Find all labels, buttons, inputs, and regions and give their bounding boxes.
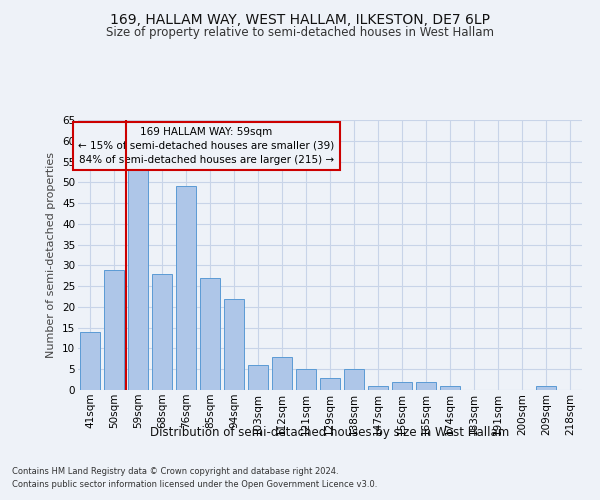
Bar: [200, 278, 220, 390]
Bar: [176, 186, 196, 390]
Text: Distribution of semi-detached houses by size in West Hallam: Distribution of semi-detached houses by …: [151, 426, 509, 439]
Bar: [392, 382, 412, 390]
Text: Contains public sector information licensed under the Open Government Licence v3: Contains public sector information licen…: [12, 480, 377, 489]
Bar: [224, 298, 244, 390]
Text: 169 HALLAM WAY: 59sqm
← 15% of semi-detached houses are smaller (39)
84% of semi: 169 HALLAM WAY: 59sqm ← 15% of semi-deta…: [79, 126, 335, 165]
Bar: [368, 386, 388, 390]
Bar: [344, 369, 364, 390]
Bar: [248, 365, 268, 390]
Text: Size of property relative to semi-detached houses in West Hallam: Size of property relative to semi-detach…: [106, 26, 494, 39]
Bar: [272, 357, 292, 390]
Bar: [152, 274, 172, 390]
Bar: [128, 170, 148, 390]
Text: 169, HALLAM WAY, WEST HALLAM, ILKESTON, DE7 6LP: 169, HALLAM WAY, WEST HALLAM, ILKESTON, …: [110, 12, 490, 26]
Bar: [80, 332, 100, 390]
Bar: [536, 386, 556, 390]
Bar: [416, 382, 436, 390]
Text: Contains HM Land Registry data © Crown copyright and database right 2024.: Contains HM Land Registry data © Crown c…: [12, 467, 338, 476]
Y-axis label: Number of semi-detached properties: Number of semi-detached properties: [46, 152, 56, 358]
Bar: [320, 378, 340, 390]
Bar: [104, 270, 124, 390]
Bar: [296, 369, 316, 390]
Bar: [440, 386, 460, 390]
